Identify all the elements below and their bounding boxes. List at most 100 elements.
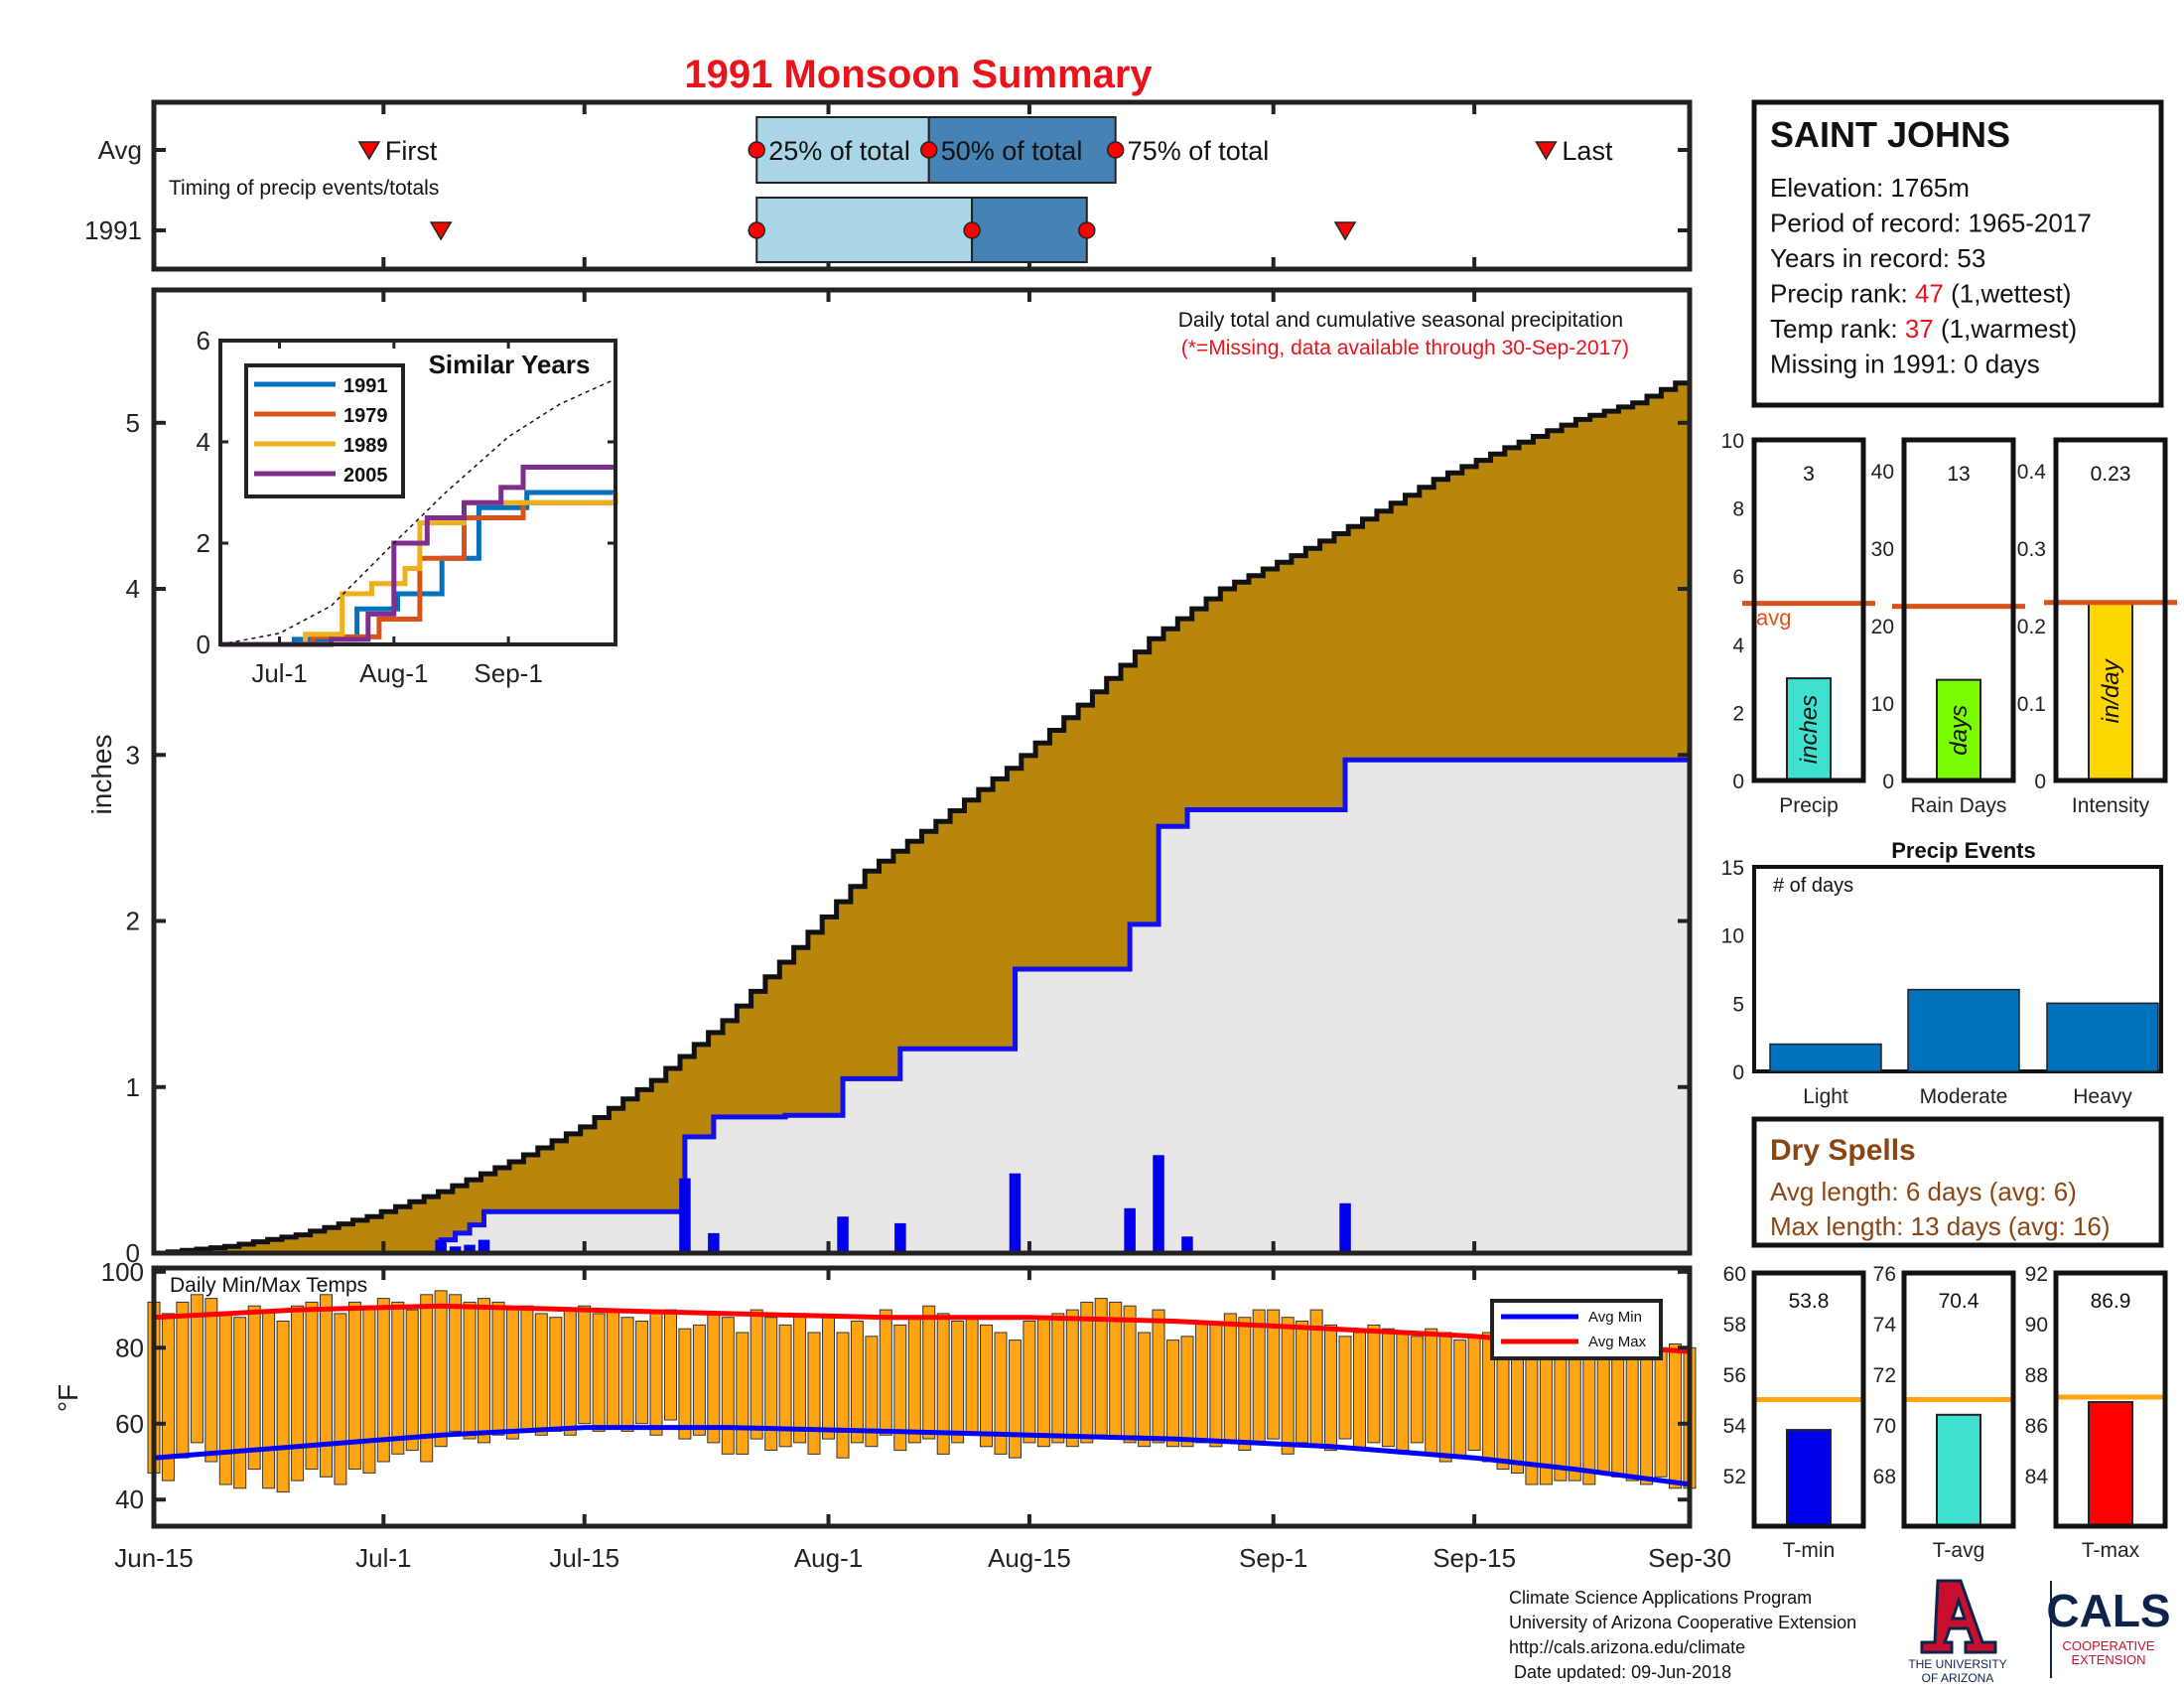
temp-bar-60 xyxy=(1009,1340,1022,1459)
dry-spells-box: Dry Spells Avg length: 6 days (avg: 6) M… xyxy=(1751,1116,2164,1248)
temp-bar-43 xyxy=(764,1317,778,1451)
inset-legend-label-1979: 1979 xyxy=(343,405,388,427)
temp-bar-25 xyxy=(505,1309,519,1440)
temp-bar-95 xyxy=(1511,1346,1524,1475)
temp-bar-11 xyxy=(305,1301,319,1471)
x-tick-label-3: Aug-1 xyxy=(794,1543,863,1573)
footer-line-2: University of Arizona Cooperative Extens… xyxy=(1509,1613,1856,1632)
station-line-1-value: 1965-2017 xyxy=(1968,209,2091,238)
temp-bar-98 xyxy=(1554,1350,1568,1481)
ua-a-icon xyxy=(1920,1579,1997,1654)
temp-bar-15 xyxy=(362,1305,376,1474)
daily-precip-bar-11 xyxy=(1153,1155,1164,1253)
timing-panel: Avg 1991 Timing of precip events/totals … xyxy=(84,99,1693,272)
temp-bar-99 xyxy=(1568,1343,1581,1481)
ua-name-line-2: OF ARIZONA xyxy=(1922,1671,1994,1685)
temp-bar-49 xyxy=(850,1321,864,1444)
summary-1-frame xyxy=(1901,437,2016,783)
temp-bar-14 xyxy=(347,1301,361,1471)
tsummary-1-value: 70.4 xyxy=(1939,1290,1979,1313)
daily-precip-bar-1 xyxy=(449,1246,462,1253)
temp-bar-69 xyxy=(1138,1332,1152,1448)
coop-line-1: COOPERATIVE xyxy=(2063,1638,2155,1653)
x-tick-label-4: Aug-15 xyxy=(988,1543,1071,1573)
inset-legend-label-2005: 2005 xyxy=(343,465,388,487)
temp-bar-70 xyxy=(1152,1309,1165,1444)
timing-last-label: Last xyxy=(1562,136,1613,166)
inset-lines xyxy=(219,378,618,647)
temp-bar-3 xyxy=(190,1294,204,1444)
timing-p75-label: 75% of total xyxy=(1128,136,1270,166)
temp-bar-83 xyxy=(1338,1336,1352,1440)
temps-chart: 40 60 80 100 Daily Min/Max Temps °F Avg Min… xyxy=(53,1257,1697,1529)
tsummary-0-y-tick-4: 60 xyxy=(1723,1263,1746,1286)
x-tick-label-1: Jul-1 xyxy=(355,1543,411,1573)
tsummary-1-bar xyxy=(1936,1413,1981,1528)
temp-bar-2 xyxy=(176,1301,190,1459)
summary-1-bar xyxy=(1936,678,1981,782)
temp-bar-59 xyxy=(994,1332,1008,1455)
temp-bar-31 xyxy=(592,1313,606,1432)
temp-bar-16 xyxy=(376,1298,390,1463)
avg-cumulative-line xyxy=(154,380,1690,1256)
temp-bar-29 xyxy=(563,1309,577,1436)
temp-bar-67 xyxy=(1109,1301,1123,1440)
temp-bar-102 xyxy=(1611,1343,1625,1478)
summary-2-bar xyxy=(2088,601,2133,781)
x-tick-label-2: Jul-15 xyxy=(549,1543,619,1573)
temp-bar-86 xyxy=(1381,1328,1395,1448)
temps-axes: 40 60 80 100 xyxy=(101,1257,1692,1526)
temps-y-tick-label-3: 100 xyxy=(101,1257,144,1287)
temp-bar-27 xyxy=(534,1313,548,1436)
precip-events-chart: Precip Events # of days Light Moderate Hea… xyxy=(1721,838,2163,1108)
daily-precip-bar-4 xyxy=(679,1178,691,1253)
station-lines: Elevation: 1765m Period of record: 1965-2… xyxy=(1770,173,2092,379)
timing-row-1991-label: 1991 xyxy=(84,215,142,245)
temp-bar-18 xyxy=(405,1309,419,1452)
temp-bar-79 xyxy=(1281,1317,1295,1455)
summary-2-frame xyxy=(2053,437,2168,783)
temp-bar-36 xyxy=(664,1309,677,1421)
inset-legend-items: 1991 1979 1989 2005 xyxy=(254,375,388,487)
temp-bar-62 xyxy=(1036,1317,1050,1448)
temp-bar-74 xyxy=(1209,1324,1223,1448)
precip-note: Daily total and cumulative seasonal prec… xyxy=(1178,309,1623,332)
temp-bar-84 xyxy=(1353,1332,1366,1451)
station-line-5-value: 0 days xyxy=(1964,350,2040,379)
x-tick-label-6: Sep-15 xyxy=(1433,1543,1516,1573)
summary-0-y-tick-0: 0 xyxy=(1732,771,1744,793)
tsummary-2-bar xyxy=(2088,1401,2133,1528)
temp-bar-40 xyxy=(721,1317,735,1455)
temp-bar-32 xyxy=(607,1309,620,1429)
temp-bar-19 xyxy=(420,1294,434,1463)
temp-bar-92 xyxy=(1467,1336,1481,1452)
summary-0-y-tick-4: 8 xyxy=(1732,498,1744,521)
temp-bar-45 xyxy=(793,1313,807,1444)
tsummary-1-y-tick-4: 76 xyxy=(1873,1263,1896,1286)
station-line-1: Period of record: 1965-2017 xyxy=(1770,209,2092,238)
inset-y-tick-label-2: 4 xyxy=(197,427,210,457)
daily-precip-bar-10 xyxy=(1124,1207,1136,1253)
summary-2-y-tick-3: 0.3 xyxy=(2017,538,2046,561)
temp-bar-21 xyxy=(449,1294,463,1432)
temp-bar-68 xyxy=(1123,1305,1137,1444)
inset-legend-label-1989: 1989 xyxy=(343,435,388,457)
tsummary-2-y-tick-3: 90 xyxy=(2025,1314,2048,1337)
temp-bar-53 xyxy=(907,1317,921,1444)
tsummary-1-y-tick-2: 72 xyxy=(1873,1364,1896,1387)
inset-frame xyxy=(218,339,617,646)
precip-frame xyxy=(151,287,1693,1256)
event-label-0: Light xyxy=(1803,1085,1848,1108)
precip-note-missing: (*=Missing, data available through 30-Se… xyxy=(1181,337,1629,359)
daily-precip-bar-8 xyxy=(894,1222,906,1253)
x-tick-label-7: Sep-30 xyxy=(1648,1543,1731,1573)
station-line-3-suffix: (1,wettest) xyxy=(1944,279,2072,309)
temp-bar-104 xyxy=(1640,1350,1654,1485)
temp-bar-65 xyxy=(1080,1301,1094,1444)
cals-logo: CALS xyxy=(2046,1585,2170,1636)
timing-y1991-box-50-75 xyxy=(971,197,1088,263)
station-line-4: Temp rank: 37 (1,warmest) xyxy=(1770,314,2077,344)
inset-series-1979 xyxy=(220,499,615,647)
temp-bar-42 xyxy=(750,1309,763,1440)
